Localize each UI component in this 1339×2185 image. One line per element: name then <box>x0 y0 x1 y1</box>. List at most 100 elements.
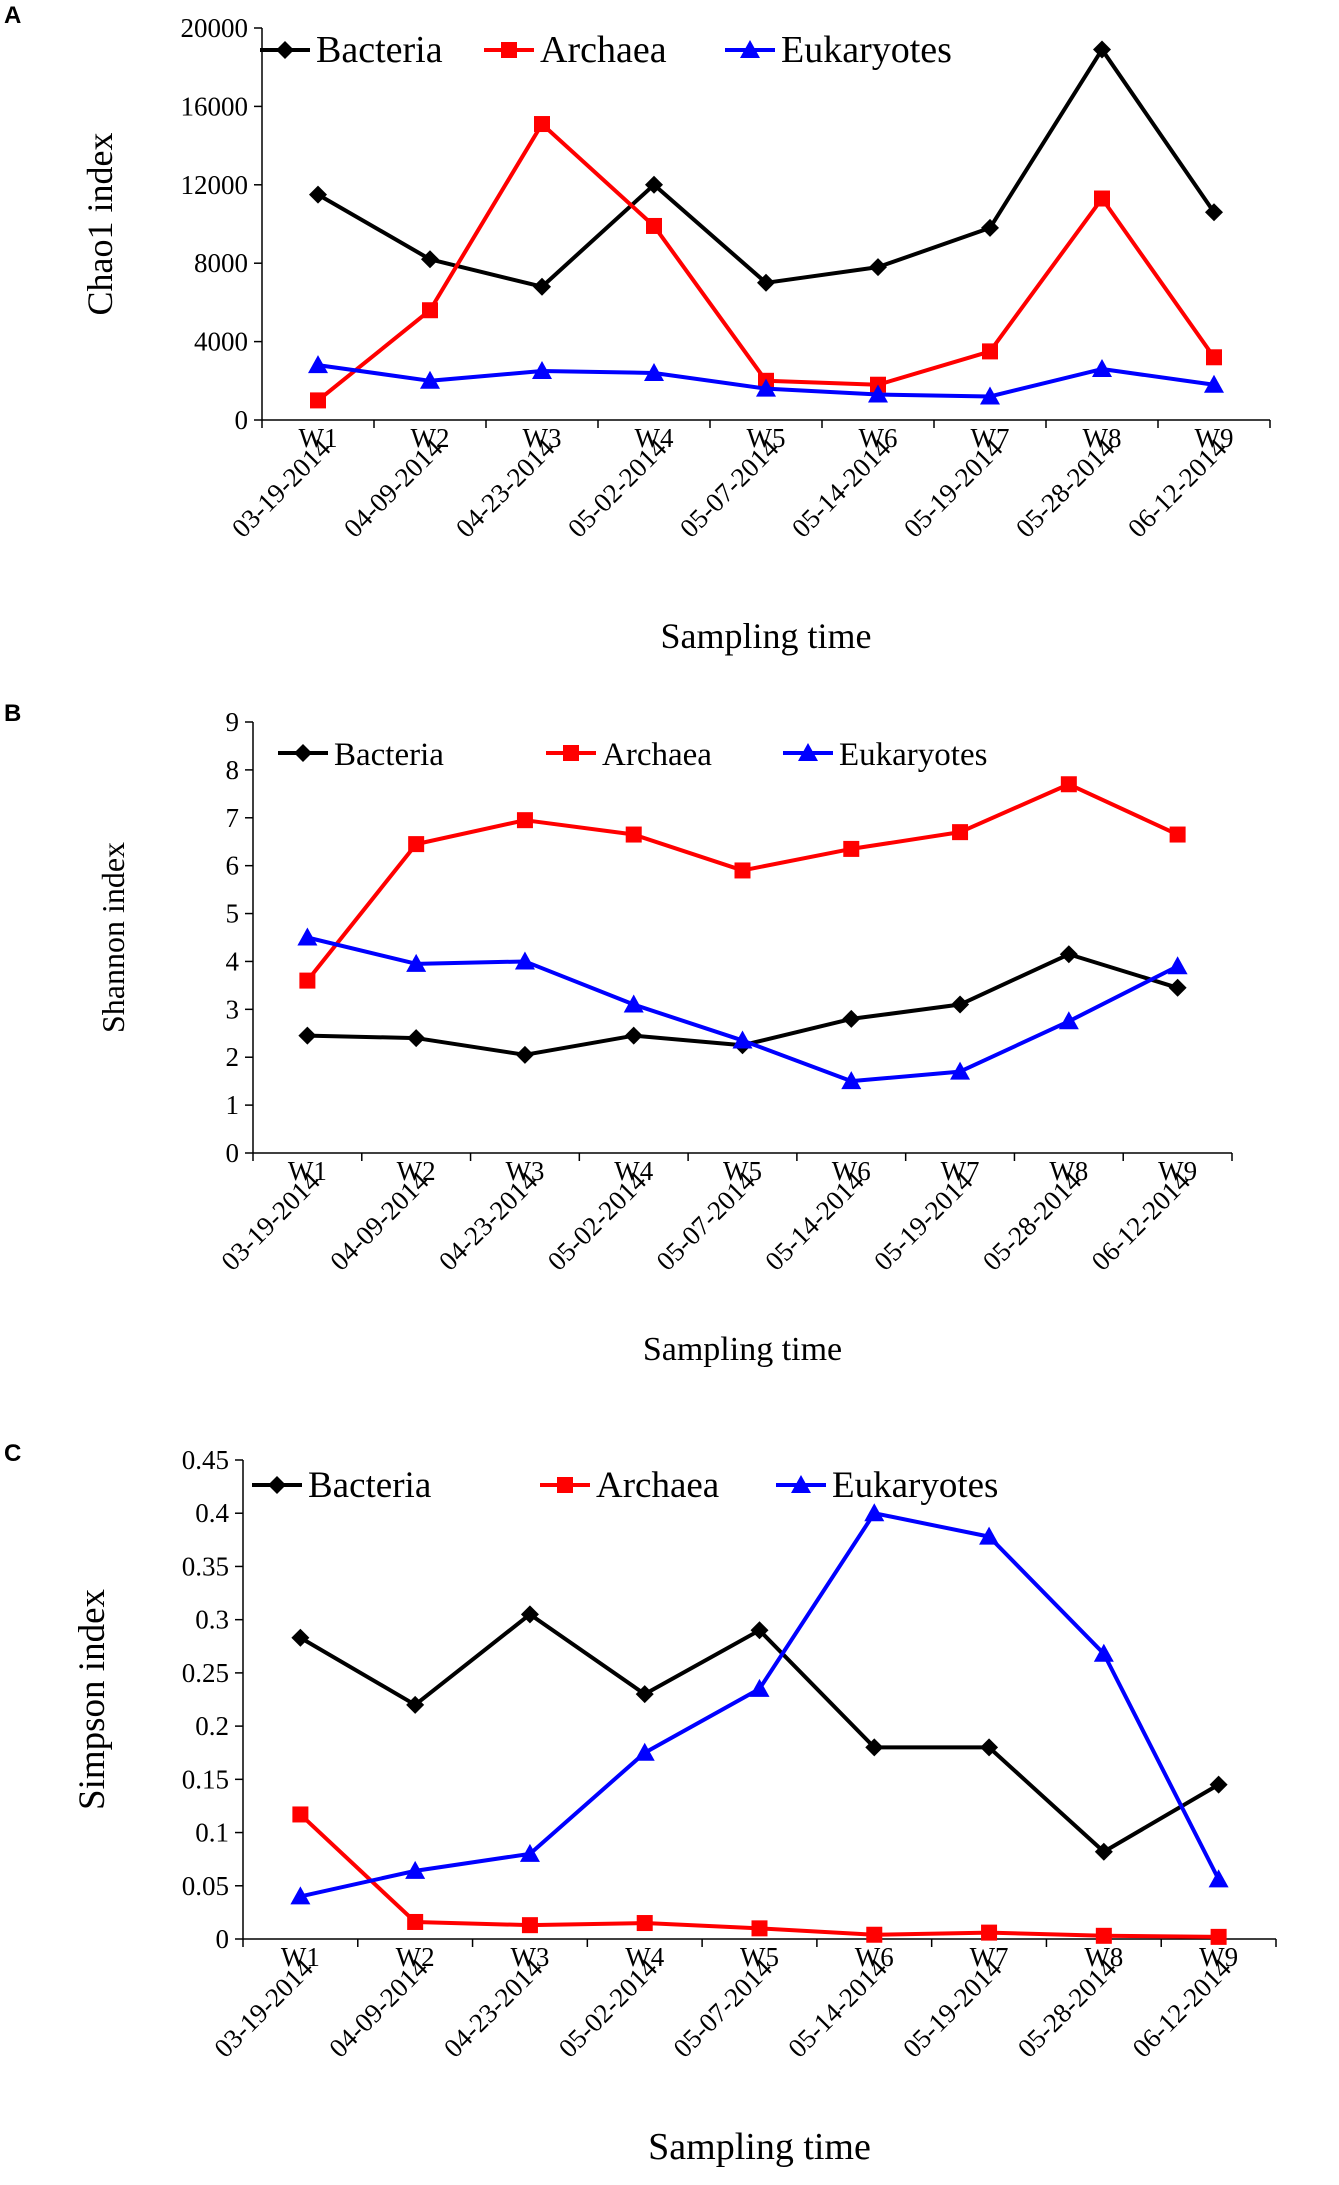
x-category-label: W8 <box>1083 423 1122 453</box>
data-point <box>532 361 552 379</box>
series-line <box>305 782 1179 982</box>
data-point <box>1060 776 1077 793</box>
legend-marker <box>791 1475 811 1493</box>
legend-marker <box>501 42 517 58</box>
x-date-label: 05-28-2014 <box>1012 1953 1123 2064</box>
y-tick-label: 4 <box>226 946 240 976</box>
chart-c-simpson: 0 0.05 0.1 0.15 0.2 0.25 0.3 0.35 0.4 0.45 W103-19… <box>72 1445 1277 2168</box>
data-point <box>1206 349 1222 366</box>
x-category-label: W1 <box>288 1156 327 1186</box>
data-point <box>951 995 970 1014</box>
data-point <box>297 927 318 946</box>
x-category-label: W7 <box>970 1942 1009 1972</box>
data-point <box>625 826 642 843</box>
data-point <box>1095 1927 1112 1944</box>
x-axis-title: Sampling time <box>648 2126 871 2168</box>
series-line <box>316 47 1216 289</box>
x-date-label: 04-23-2014 <box>438 1953 549 2064</box>
data-point <box>979 1526 1000 1545</box>
data-point <box>521 1917 538 1934</box>
legend-label: Archaea <box>602 737 712 773</box>
legend-marker <box>798 743 818 761</box>
data-point <box>1169 826 1186 843</box>
series-bacteria <box>291 1605 1228 1861</box>
x-category-label: W2 <box>397 1156 436 1186</box>
data-point <box>408 836 425 853</box>
y-tick-label: 6 <box>226 851 240 881</box>
legend-marker <box>294 744 312 762</box>
x-date-label: 03-19-2014 <box>226 433 337 544</box>
data-point <box>842 1009 861 1028</box>
x-category-label: W5 <box>740 1942 779 1972</box>
series-eukaryotes <box>297 927 1188 1090</box>
legend-marker <box>557 1477 573 1493</box>
legend-label: Bacteria <box>308 1465 431 1506</box>
x-date-label: 05-02-2014 <box>553 1953 664 2064</box>
data-point <box>516 812 533 829</box>
data-point <box>405 1860 426 1879</box>
x-date-label: 05-28-2014 <box>977 1166 1088 1277</box>
x-date-label: 05-14-2014 <box>759 1166 870 1277</box>
legend-label: Archaea <box>540 29 667 71</box>
data-point <box>533 277 551 296</box>
series-eukaryotes <box>290 1503 1229 1905</box>
data-point <box>734 862 751 879</box>
x-category-label: W4 <box>625 1942 664 1972</box>
x-category-label: W8 <box>1084 1942 1123 1972</box>
data-point <box>515 1045 534 1064</box>
data-point <box>1205 203 1223 222</box>
x-category-label: W6 <box>855 1942 894 1972</box>
y-tick-label: 0.4 <box>195 1498 229 1528</box>
legend-label: Bacteria <box>316 29 443 71</box>
x-date-label: 05-02-2014 <box>562 433 673 544</box>
y-tick-label: 7 <box>226 803 240 833</box>
y-tick-label: 4000 <box>194 327 248 357</box>
data-point <box>534 116 550 133</box>
legend-label: Archaea <box>596 1465 719 1506</box>
series-line <box>306 935 1179 1084</box>
x-date-label: 04-23-2014 <box>433 1166 544 1277</box>
data-point <box>1094 1842 1113 1861</box>
data-point <box>866 1926 883 1943</box>
x-category-label: W1 <box>281 1942 320 1972</box>
y-tick-label: 0 <box>216 1924 230 1954</box>
data-point <box>299 972 316 989</box>
y-tick-label: 5 <box>226 899 240 929</box>
data-point <box>407 1913 424 1930</box>
x-date-label: 05-19-2014 <box>868 1166 979 1277</box>
y-tick-label: 0.25 <box>182 1658 229 1688</box>
data-point <box>1167 956 1188 975</box>
panel-c: C 0 0.05 0.1 0.15 0.2 0.25 0.3 0.35 0.4 0.45 W1 03-… <box>0 1440 1339 2185</box>
y-tick-label: 0.3 <box>195 1605 229 1635</box>
data-point <box>868 384 888 403</box>
y-tick-label: 3 <box>226 994 240 1024</box>
x-date-label: 05-02-2014 <box>542 1166 653 1277</box>
data-point <box>751 1920 768 1937</box>
x-category-label: W1 <box>299 423 338 453</box>
legend-label: Eukaryotes <box>839 737 987 773</box>
data-point <box>290 1886 311 1905</box>
x-date-label: 04-09-2014 <box>323 1953 434 2064</box>
data-point <box>1210 1928 1227 1945</box>
data-point <box>980 386 1000 405</box>
panel-label-b: B <box>4 700 22 727</box>
y-axis-title: Simpson index <box>72 1589 113 1810</box>
data-point <box>1168 978 1187 997</box>
data-point <box>623 994 644 1013</box>
x-date-label: 05-28-2014 <box>1010 433 1121 544</box>
y-tick-label: 16000 <box>181 91 249 121</box>
x-category-label: W2 <box>411 423 450 453</box>
x-date-label: 06-12-2014 <box>1127 1953 1238 2064</box>
x-date-label: 04-09-2014 <box>324 1166 435 1277</box>
data-point <box>750 1621 769 1640</box>
x-category-label: W5 <box>723 1156 762 1186</box>
data-point <box>292 1806 309 1823</box>
x-category-label: W7 <box>941 1156 980 1186</box>
x-category-label: W3 <box>505 1156 544 1186</box>
x-date-label: 03-19-2014 <box>208 1953 319 2064</box>
x-date-label: 05-07-2014 <box>667 1953 778 2064</box>
data-point <box>841 1071 862 1090</box>
y-tick-label: 8000 <box>194 248 248 278</box>
data-point <box>520 1605 539 1624</box>
series-archaea <box>299 776 1186 989</box>
